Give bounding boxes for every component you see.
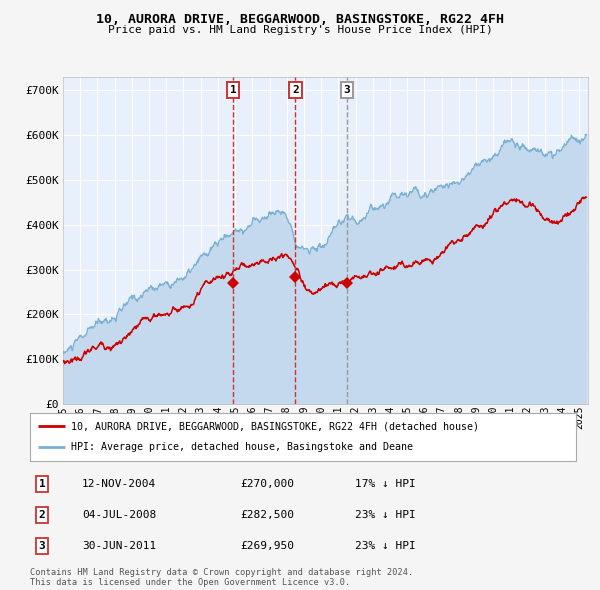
Text: 10, AURORA DRIVE, BEGGARWOOD, BASINGSTOKE, RG22 4FH (detached house): 10, AURORA DRIVE, BEGGARWOOD, BASINGSTOK… [71,421,479,431]
Text: £270,000: £270,000 [240,478,294,489]
Text: £269,950: £269,950 [240,541,294,551]
Text: 2: 2 [38,510,46,520]
Text: 1: 1 [230,85,236,95]
Text: 23% ↓ HPI: 23% ↓ HPI [355,510,416,520]
Text: 2: 2 [292,85,299,95]
Text: £282,500: £282,500 [240,510,294,520]
Text: 23% ↓ HPI: 23% ↓ HPI [355,541,416,551]
Text: 3: 3 [38,541,46,551]
Text: 30-JUN-2011: 30-JUN-2011 [82,541,156,551]
Text: Price paid vs. HM Land Registry's House Price Index (HPI): Price paid vs. HM Land Registry's House … [107,25,493,35]
Text: 3: 3 [343,85,350,95]
Text: 17% ↓ HPI: 17% ↓ HPI [355,478,416,489]
Text: HPI: Average price, detached house, Basingstoke and Deane: HPI: Average price, detached house, Basi… [71,442,413,452]
Text: 12-NOV-2004: 12-NOV-2004 [82,478,156,489]
Text: Contains HM Land Registry data © Crown copyright and database right 2024.
This d: Contains HM Land Registry data © Crown c… [30,568,413,587]
Text: 1: 1 [38,478,46,489]
Text: 10, AURORA DRIVE, BEGGARWOOD, BASINGSTOKE, RG22 4FH: 10, AURORA DRIVE, BEGGARWOOD, BASINGSTOK… [96,13,504,26]
Text: 04-JUL-2008: 04-JUL-2008 [82,510,156,520]
